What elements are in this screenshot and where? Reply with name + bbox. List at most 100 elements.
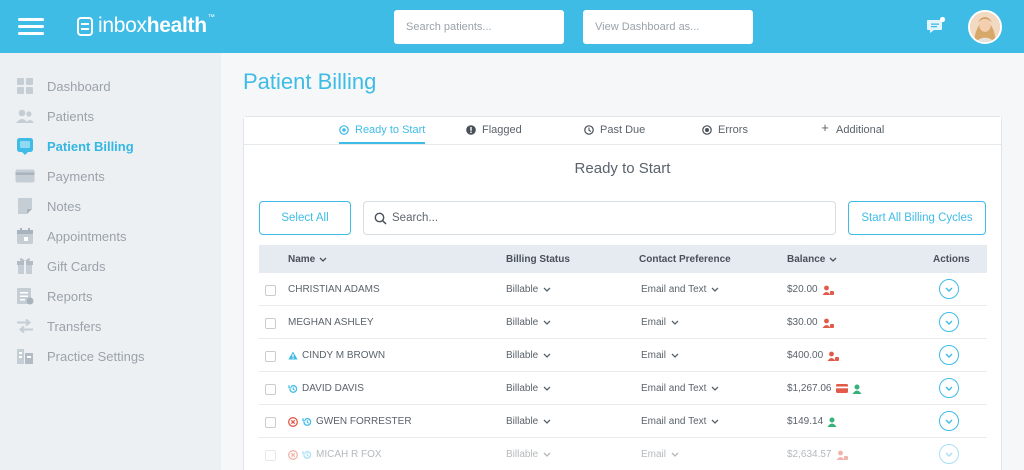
start-all-billing-cycles-button[interactable]: Start All Billing Cycles	[848, 201, 986, 235]
patient-name[interactable]: GWEN FORRESTER	[288, 416, 412, 427]
chevron-down-icon	[671, 320, 679, 325]
tab-ready-to-start[interactable]: Ready to Start	[339, 124, 426, 144]
billing-status-dropdown[interactable]: Billable	[506, 317, 551, 328]
sidebar-item-reports[interactable]: Reports	[15, 285, 93, 307]
row-actions-button[interactable]	[939, 411, 959, 431]
sidebar-item-patients[interactable]: Patients	[15, 105, 94, 127]
row-actions-button[interactable]	[939, 444, 959, 464]
balance-cell: $2,634.57	[787, 449, 848, 460]
chevron-down-icon	[945, 386, 953, 391]
contact-preference-dropdown[interactable]: Email and Text	[641, 416, 719, 427]
contact-preference-dropdown[interactable]: Email	[641, 350, 679, 361]
sidebar-item-payments[interactable]: Payments	[15, 165, 105, 187]
menu-icon[interactable]	[18, 15, 44, 37]
tab-label: Additional	[836, 124, 885, 136]
contact-preference-dropdown[interactable]: Email and Text	[641, 383, 719, 394]
chevron-down-icon	[543, 353, 551, 358]
sidebar-item-label: Patients	[47, 108, 94, 124]
patient-search-input[interactable]	[394, 10, 564, 44]
tab-label: Ready to Start	[355, 124, 426, 136]
sidebar-item-label: Patient Billing	[47, 138, 134, 154]
column-header-actions: Actions	[933, 254, 970, 265]
calendar-icon	[15, 227, 35, 245]
table-header: Name Billing Status Contact Preference B…	[259, 245, 987, 273]
tab-flagged[interactable]: Flagged	[466, 124, 522, 144]
row-checkbox[interactable]	[265, 318, 276, 329]
chevron-down-icon	[945, 353, 953, 358]
billing-status-dropdown[interactable]: Billable	[506, 449, 551, 460]
sidebar-item-gift-cards[interactable]: Gift Cards	[15, 255, 106, 277]
tab-additional[interactable]: + Additional	[820, 119, 885, 144]
chevron-down-icon	[319, 257, 327, 262]
error-icon	[288, 416, 298, 427]
row-actions-button[interactable]	[939, 378, 959, 398]
column-header-balance[interactable]: Balance	[787, 254, 837, 265]
billing-status-dropdown[interactable]: Billable	[506, 383, 551, 394]
sidebar: Dashboard Patients Patient Billing Payme…	[0, 53, 221, 470]
history-icon	[302, 450, 312, 460]
patient-name[interactable]: CHRISTIAN ADAMS	[288, 284, 380, 295]
sidebar-item-transfers[interactable]: Transfers	[15, 315, 101, 337]
row-actions-button[interactable]	[939, 345, 959, 365]
sidebar-item-label: Reports	[47, 288, 93, 304]
billing-status-dropdown[interactable]: Billable	[506, 350, 551, 361]
chevron-down-icon	[671, 452, 679, 457]
contact-preference-dropdown[interactable]: Email and Text	[641, 284, 719, 295]
alert-icon	[466, 125, 476, 135]
column-header-name[interactable]: Name	[288, 254, 327, 265]
sidebar-item-notes[interactable]: Notes	[15, 195, 81, 217]
row-actions-button[interactable]	[939, 279, 959, 299]
sidebar-item-label: Dashboard	[47, 78, 111, 94]
patient-name[interactable]: DAVID DAVIS	[288, 383, 364, 394]
billing-status-dropdown[interactable]: Billable	[506, 284, 551, 295]
contact-preference-dropdown[interactable]: Email	[641, 449, 679, 460]
balance-cell: $149.14	[787, 416, 837, 427]
user-ok-icon	[827, 417, 837, 427]
view-dashboard-as-input[interactable]	[583, 10, 753, 44]
user-avatar[interactable]	[968, 10, 1002, 44]
plus-icon: +	[821, 119, 829, 135]
tab-errors[interactable]: Errors	[702, 124, 748, 144]
page-title: Patient Billing	[243, 69, 377, 94]
chevron-down-icon	[671, 353, 679, 358]
chevron-down-icon	[945, 320, 953, 325]
logo-icon	[77, 16, 93, 36]
row-actions-button[interactable]	[939, 312, 959, 332]
row-checkbox[interactable]	[265, 417, 276, 428]
chevron-down-icon	[945, 287, 953, 292]
user-ok-icon	[852, 384, 862, 394]
chevron-down-icon	[711, 287, 719, 292]
report-icon	[15, 287, 35, 305]
clock-icon	[584, 125, 594, 135]
contact-preference-dropdown[interactable]: Email	[641, 317, 679, 328]
patient-name[interactable]: MICAH R FOX	[288, 449, 382, 460]
user-alert-icon	[822, 285, 834, 295]
patient-name[interactable]: MEGHAN ASHLEY	[288, 317, 374, 328]
balance-cell: $1,267.06	[787, 383, 862, 394]
chevron-down-icon	[829, 257, 837, 262]
logo-text: inboxhealth™	[98, 14, 215, 37]
row-checkbox[interactable]	[265, 384, 276, 395]
chevron-down-icon	[711, 386, 719, 391]
table-search	[363, 201, 836, 235]
sidebar-item-dashboard[interactable]: Dashboard	[15, 75, 111, 97]
logo[interactable]: inboxhealth™	[77, 12, 215, 40]
row-checkbox[interactable]	[265, 450, 276, 461]
sidebar-item-appointments[interactable]: Appointments	[15, 225, 127, 247]
billing-status-dropdown[interactable]: Billable	[506, 416, 551, 427]
tab-past-due[interactable]: Past Due	[584, 124, 645, 144]
patient-name[interactable]: CINDY M BROWN	[288, 350, 385, 361]
chevron-down-icon	[543, 320, 551, 325]
select-all-button[interactable]: Select All	[259, 201, 351, 235]
row-checkbox[interactable]	[265, 285, 276, 296]
card-alert-icon	[835, 384, 848, 393]
chevron-down-icon	[945, 419, 953, 424]
chat-notification-icon[interactable]	[926, 16, 946, 36]
row-checkbox[interactable]	[265, 351, 276, 362]
tab-label: Flagged	[482, 124, 522, 136]
user-alert-icon	[836, 450, 848, 460]
sidebar-item-practice-settings[interactable]: Practice Settings	[15, 345, 145, 367]
table-search-input[interactable]	[392, 202, 832, 234]
sidebar-item-patient-billing[interactable]: Patient Billing	[15, 135, 134, 157]
tab-bar: Ready to Start Flagged Past Due Errors +…	[244, 117, 1001, 145]
